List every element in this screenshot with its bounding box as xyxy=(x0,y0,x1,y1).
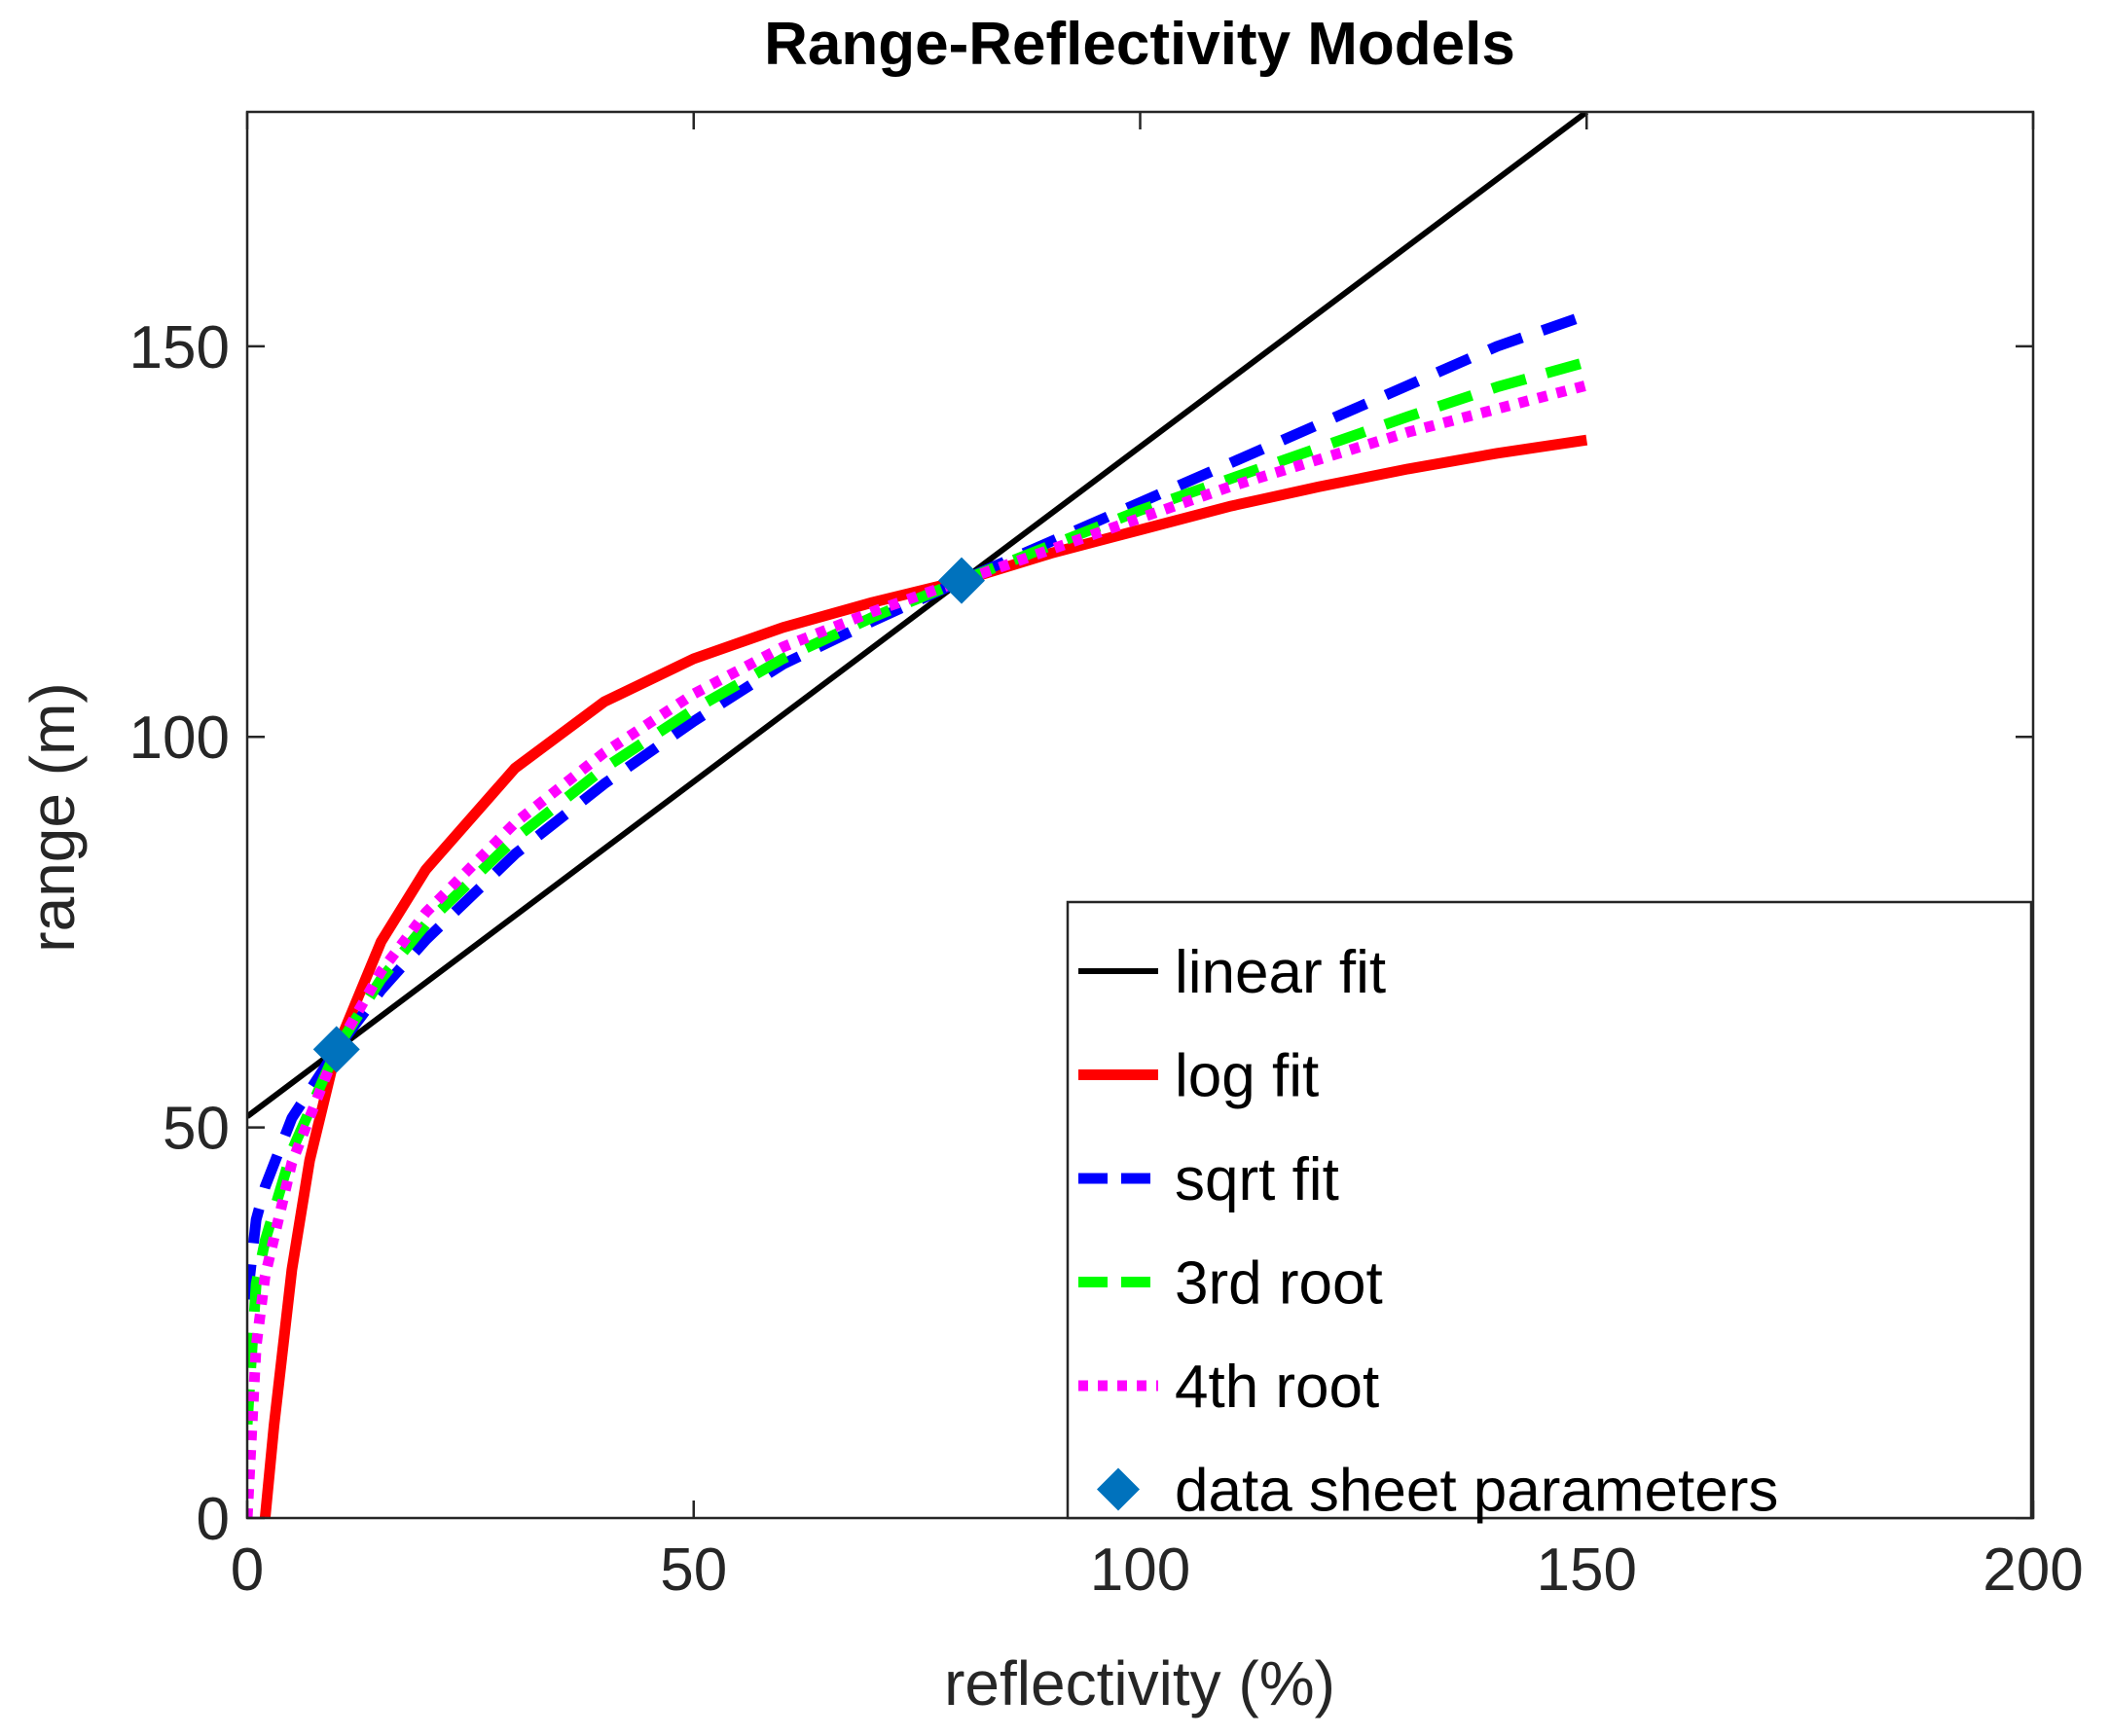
tick-layer: 0 50 100 150 200 0 50 100 150 xyxy=(129,112,2084,1604)
legend-label-3rd-root: 3rd root xyxy=(1175,1250,1383,1318)
legend-label-linear-fit: linear fit xyxy=(1175,939,1386,1006)
series-3rd-root-line xyxy=(247,356,1588,1426)
legend-label-data-sheet-parameters: data sheet parameters xyxy=(1175,1458,1778,1525)
legend-swatch-data-sheet-parameters xyxy=(1097,1467,1140,1511)
x-tick-label: 150 xyxy=(1537,1537,1637,1604)
chart-title: Range-Reflectivity Models xyxy=(764,11,1515,78)
series-clip-group xyxy=(247,112,1589,1518)
series-data-sheet-parameters-marker xyxy=(312,1026,360,1073)
series-linear-fit-line xyxy=(247,112,1589,1119)
series-data-sheet-parameters-marker xyxy=(938,557,985,604)
x-tick-label: 50 xyxy=(660,1537,727,1604)
y-tick-label: 50 xyxy=(163,1096,230,1163)
legend: linear fit log fit sqrt fit 3rd root 4th roo… xyxy=(1066,900,2033,1525)
y-tick-label: 150 xyxy=(129,314,230,381)
x-tick-label: 0 xyxy=(231,1537,264,1604)
series-log-fit-line xyxy=(259,434,1588,1518)
y-tick-label: 0 xyxy=(197,1486,230,1553)
legend-label-4th-root: 4th root xyxy=(1175,1354,1379,1421)
x-tick-label: 100 xyxy=(1090,1537,1190,1604)
y-tick-label: 100 xyxy=(129,705,230,772)
legend-label-sqrt-fit: sqrt fit xyxy=(1175,1146,1339,1213)
x-axis-label: reflectivity (%) xyxy=(944,1648,1335,1718)
legend-label-log-fit: log fit xyxy=(1175,1043,1319,1110)
legend-box xyxy=(1066,900,2033,1520)
x-tick-label: 200 xyxy=(1983,1537,2083,1604)
series-sqrt-fit-line xyxy=(247,309,1589,1300)
y-axis-label: range (m) xyxy=(18,682,88,952)
series-layer xyxy=(247,112,1589,1518)
